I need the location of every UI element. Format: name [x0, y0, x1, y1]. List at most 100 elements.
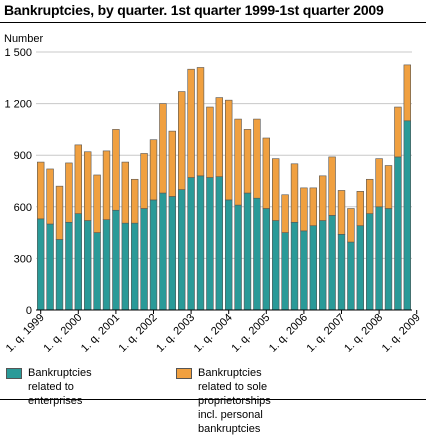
bar-enterprises [74, 213, 82, 311]
bar-sole-proprietorships [206, 106, 214, 178]
bar-sole-proprietorships [93, 174, 101, 233]
bar-enterprises [375, 206, 383, 311]
bar-sole-proprietorships [215, 97, 223, 178]
x-tick-label: 1. q. 2005 [229, 312, 272, 355]
bar-enterprises [300, 230, 308, 311]
bar-sole-proprietorships [262, 137, 270, 209]
bar-sole-proprietorships [319, 175, 327, 221]
bar-sole-proprietorships [140, 153, 148, 209]
bar-sole-proprietorships [394, 106, 402, 158]
chart-title: Bankruptcies, by quarter. 1st quarter 19… [4, 2, 384, 18]
bar-enterprises [187, 177, 195, 311]
bar-enterprises [337, 234, 346, 311]
y-tick-label: 300 [14, 253, 32, 265]
bar-enterprises [159, 192, 167, 311]
bar-sole-proprietorships [121, 161, 129, 224]
bar-enterprises [168, 196, 176, 311]
bar-sole-proprietorships [403, 64, 411, 122]
bar-sole-proprietorships [112, 129, 120, 211]
y-axis-label: Number [4, 33, 44, 45]
bar-enterprises [140, 208, 148, 311]
bar-sole-proprietorships [149, 139, 158, 201]
bar-sole-proprietorships [309, 187, 317, 227]
bar-sole-proprietorships [55, 185, 64, 240]
bar-sole-proprietorships [356, 191, 364, 227]
bar-sole-proprietorships [46, 168, 54, 225]
bar-sole-proprietorships [328, 156, 336, 216]
bar-enterprises [394, 156, 402, 311]
bar-sole-proprietorships [253, 118, 261, 199]
bar-sole-proprietorships [159, 103, 167, 194]
bar-enterprises [328, 215, 336, 311]
bar-sole-proprietorships [102, 150, 111, 220]
bar-sole-proprietorships [168, 130, 176, 197]
bar-enterprises [243, 192, 252, 311]
legend-swatch-sole-proprietorships [176, 368, 192, 379]
bar-enterprises [178, 189, 186, 311]
x-tick-label: 1. q. 2003 [154, 312, 197, 355]
legend-label-enterprises-line1: Bankruptcies [28, 367, 92, 379]
x-tick-label: 1. q. 2002 [117, 312, 160, 355]
x-tick-label: 1. q. 2004 [192, 312, 235, 355]
bar-enterprises [366, 213, 374, 311]
bar-enterprises [262, 208, 270, 311]
bar-enterprises [84, 220, 92, 311]
bar-sole-proprietorships [65, 162, 73, 223]
bars [37, 64, 411, 311]
bar-enterprises [46, 223, 54, 311]
bar-enterprises [112, 209, 120, 311]
legend-label-sole-line1: Bankruptcies related to sole proprietors… [198, 367, 271, 407]
legend-label-enterprises: Bankruptcies related to enterprises [28, 366, 92, 408]
bar-enterprises [384, 208, 393, 311]
bottom-rule [0, 399, 426, 400]
title-rule [0, 22, 426, 23]
bar-sole-proprietorships [272, 158, 280, 221]
y-tick-label: 1 500 [4, 47, 32, 59]
x-tick-label: 1. q. 2001 [79, 312, 122, 355]
bar-enterprises [272, 220, 280, 311]
bar-sole-proprietorships [366, 178, 374, 214]
y-tick-label: 0 [26, 305, 32, 317]
x-tick-label: 1. q. 2009 [380, 312, 423, 355]
bar-enterprises [253, 197, 261, 311]
legend-label-sole-line2: incl. personal bankruptcies [198, 409, 263, 435]
bar-enterprises [290, 221, 299, 311]
bar-enterprises [225, 199, 233, 311]
bar-sole-proprietorships [131, 178, 139, 224]
bar-enterprises [102, 219, 111, 311]
bar-sole-proprietorships [300, 187, 308, 232]
bar-sole-proprietorships [281, 194, 289, 233]
y-tick-label: 600 [14, 202, 32, 214]
legend-swatch-enterprises [6, 368, 22, 379]
bar-enterprises [234, 204, 242, 311]
legend-label-sole-proprietorships: Bankruptcies related to sole proprietors… [198, 366, 271, 436]
bar-enterprises [356, 225, 364, 311]
y-tick-labels: 0 300 600 900 1 200 1 500 [4, 47, 32, 317]
bar-enterprises [37, 218, 45, 311]
bar-sole-proprietorships [337, 190, 346, 235]
bar-enterprises [281, 232, 289, 311]
legend: Bankruptcies related to enterprises Bank… [0, 362, 426, 435]
x-tick-label: 1. q. 2000 [41, 312, 84, 355]
bar-sole-proprietorships [196, 67, 205, 177]
bar-enterprises [403, 120, 411, 311]
bar-sole-proprietorships [375, 158, 383, 208]
x-tick-label: 1. q. 2008 [342, 312, 385, 355]
bar-sole-proprietorships [225, 99, 233, 201]
bar-sole-proprietorships [187, 68, 195, 178]
bar-enterprises [149, 199, 158, 311]
x-tick-label: 1. q. 2006 [267, 312, 310, 355]
bar-sole-proprietorships [37, 161, 45, 220]
bar-sole-proprietorships [290, 163, 299, 223]
bar-enterprises [131, 222, 139, 311]
gridlines [36, 51, 412, 311]
bar-sole-proprietorships [384, 165, 393, 209]
legend-label-enterprises-line2: related to enterprises [28, 381, 83, 407]
bar-enterprises [55, 239, 64, 311]
bar-enterprises [196, 175, 205, 311]
bar-enterprises [215, 176, 223, 311]
x-tick-label: 1. q. 2007 [305, 312, 348, 355]
bar-sole-proprietorships [74, 144, 82, 214]
